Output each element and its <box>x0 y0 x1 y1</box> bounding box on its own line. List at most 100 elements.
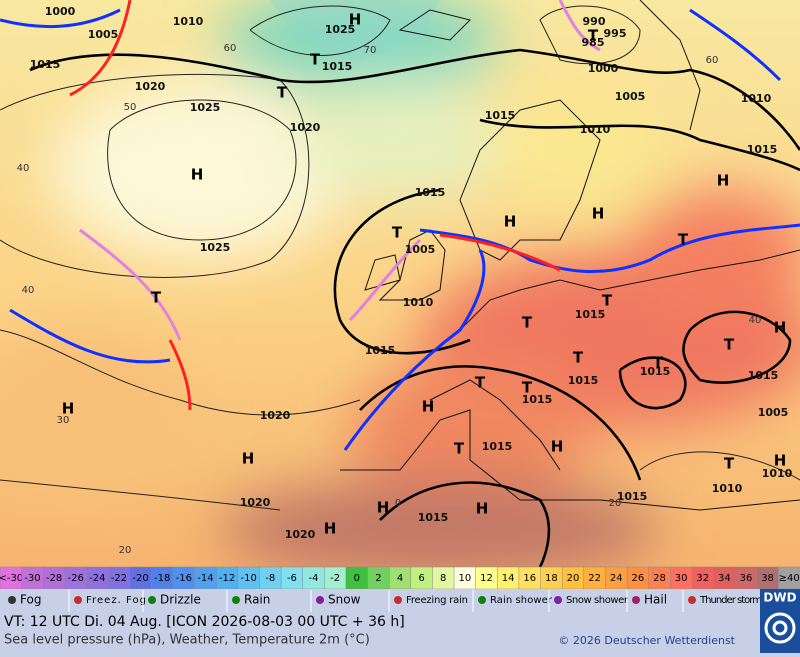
pressure-center: T <box>151 289 162 307</box>
pressure-center: T <box>588 27 599 45</box>
pressure-label: 1005 <box>758 406 789 419</box>
pressure-center: H <box>551 438 564 456</box>
pressure-center: T <box>522 314 533 332</box>
pressure-label: 1020 <box>285 528 316 541</box>
scale-label: 22 <box>588 573 601 584</box>
pressure-label: 1010 <box>403 296 434 309</box>
pressure-label: 1020 <box>290 121 321 134</box>
pressure-center: T <box>392 224 403 242</box>
legend-label: Snow shower <box>566 595 629 606</box>
legend-icon <box>394 596 402 604</box>
scale-label: -22 <box>111 573 127 584</box>
fronts <box>0 0 800 451</box>
pressure-center: H <box>774 319 787 337</box>
pressure-label: 1015 <box>482 440 513 453</box>
pressure-center: T <box>724 455 735 473</box>
pressure-label: 1025 <box>200 241 231 254</box>
legend-label: Hail <box>644 593 667 607</box>
pressure-label: 1015 <box>640 365 671 378</box>
pressure-label: 1020 <box>135 80 166 93</box>
pressure-label: 1015 <box>322 60 353 73</box>
scale-label: 6 <box>418 573 424 584</box>
legend-label: Freez. Fog <box>86 595 146 606</box>
scale-label: 16 <box>523 573 536 584</box>
copyright: © 2026 Deutscher Wetterdienst <box>558 634 735 647</box>
description: Sea level pressure (hPa), Weather, Tempe… <box>4 633 370 648</box>
footer-background <box>0 613 760 653</box>
pressure-center: T <box>475 374 486 392</box>
pressure-label: 990 <box>583 15 606 28</box>
scale-label: -10 <box>240 573 256 584</box>
pressure-center: T <box>277 84 288 102</box>
scale-label: -26 <box>68 573 84 584</box>
pressure-center: H <box>242 450 255 468</box>
isotherm-label: 40 <box>22 285 35 296</box>
pressure-label: 1000 <box>588 62 619 75</box>
pressure-center: H <box>377 499 390 517</box>
pressure-label: 1015 <box>617 490 648 503</box>
pressure-center: H <box>349 11 362 29</box>
pressure-center: T <box>678 231 689 249</box>
scale-label: -2 <box>330 573 340 584</box>
pressure-label: 1025 <box>325 23 356 36</box>
pressure-label: 1015 <box>575 308 606 321</box>
isotherm-label: 20 <box>609 498 622 509</box>
pressure-label: 1015 <box>415 186 446 199</box>
scale-label: <-30 <box>0 573 23 584</box>
scale-label: 8 <box>440 573 446 584</box>
isotherm-label: 40 <box>17 163 30 174</box>
pressure-center: H <box>504 213 517 231</box>
scale-label: 18 <box>545 573 558 584</box>
pressure-label: 1015 <box>522 393 553 406</box>
pressure-center: T <box>573 349 584 367</box>
pressure-center: H <box>191 166 204 184</box>
legend-icon <box>554 596 562 604</box>
scale-label: -20 <box>132 573 148 584</box>
scale-label: ≥40 <box>779 573 800 584</box>
legend-label: Thunder storm <box>699 595 762 606</box>
scale-label: -6 <box>287 573 297 584</box>
pressure-label: 1005 <box>615 90 646 103</box>
legend-icon <box>148 596 156 604</box>
pressure-label: 1015 <box>418 511 449 524</box>
pressure-label: 1015 <box>485 109 516 122</box>
scale-label: 32 <box>696 573 709 584</box>
pressure-center: T <box>310 51 321 69</box>
legend-icon <box>74 596 82 604</box>
scale-label: -28 <box>46 573 62 584</box>
pressure-label: 1015 <box>748 369 779 382</box>
scale-label: 0 <box>354 573 360 584</box>
isotherm-label: 40 <box>749 315 762 326</box>
scale-label: 12 <box>480 573 493 584</box>
weather-legend: Fog Freez. Fog Drizzle Rain Snow Freezing rai… <box>0 589 762 613</box>
pressure-center: T <box>602 292 613 310</box>
legend-label: Rain <box>244 593 270 607</box>
logo-swirl <box>772 620 788 636</box>
scale-label: 30 <box>675 573 688 584</box>
pressure-label: 1015 <box>568 374 599 387</box>
scale-label: 4 <box>397 573 403 584</box>
valid-time: VT: 12 UTC Di. 04 Aug. [ICON 2026-08-03 … <box>4 614 405 630</box>
scale-label: -12 <box>219 573 235 584</box>
scale-label: 26 <box>631 573 644 584</box>
pressure-center: T <box>522 379 533 397</box>
legend-icon <box>478 596 486 604</box>
legend-icon <box>688 596 696 604</box>
legend-icon <box>316 596 324 604</box>
scale-label: 24 <box>610 573 623 584</box>
pressure-label: 1015 <box>747 143 778 156</box>
pressure-center: H <box>592 205 605 223</box>
pressure-center: T <box>454 440 465 458</box>
pressure-label: 1005 <box>405 243 436 256</box>
isotherm-label: 50 <box>124 102 137 113</box>
scale-label: -18 <box>154 573 170 584</box>
coastlines <box>340 0 800 511</box>
logo-text: DWD <box>763 591 796 605</box>
isotherm-label: 0 <box>395 498 401 509</box>
legend-label: Snow <box>328 593 361 607</box>
pressure-center: H <box>774 452 787 470</box>
legend-label: Fog <box>20 593 41 607</box>
legend-label: Rain shower <box>490 595 553 606</box>
pressure-label: 1010 <box>580 123 611 136</box>
temperature-scale: <-30 -30 -28 -26 -24 -22 -20 -18 -16 -14 -12 -10 -8-… <box>0 566 800 590</box>
